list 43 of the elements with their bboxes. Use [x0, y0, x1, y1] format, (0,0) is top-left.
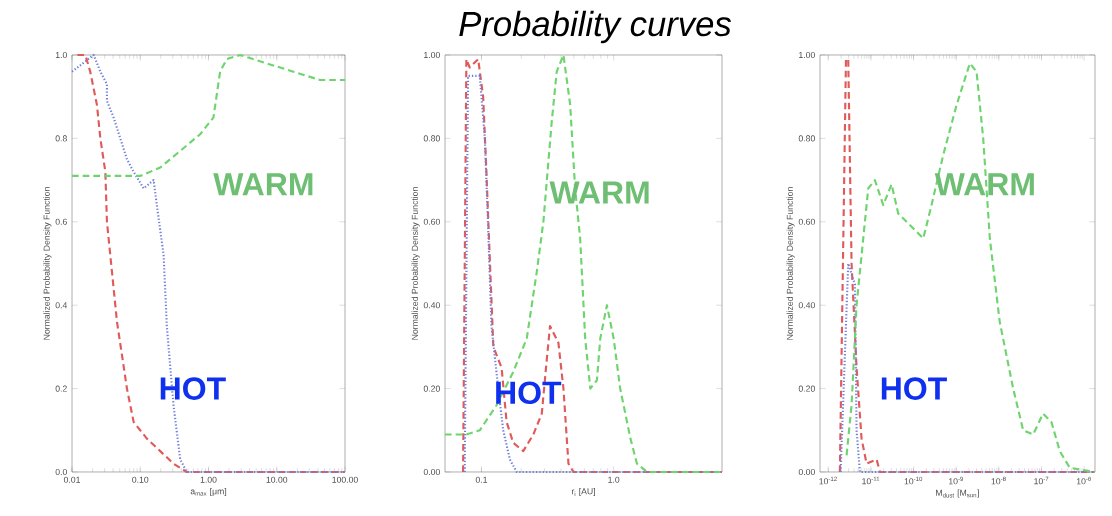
x-tick-label: 10$^{-6}$ — [1076, 476, 1092, 485]
annotation: HOT — [881, 377, 947, 400]
annotation: WARM — [213, 173, 313, 196]
x-tick-label: 100.00 — [332, 476, 358, 483]
x-axis-title: a$_{max}$ [μm] — [190, 487, 227, 497]
x-tick-label: 10.00 — [266, 476, 288, 483]
x-tick-label: 1.0 — [608, 476, 620, 483]
y-tick-label: 0.80 — [423, 135, 440, 142]
y-tick-label: 0.8 — [55, 135, 67, 142]
x-tick-label: 10$^{-12}$ — [819, 476, 837, 485]
y-tick-label: 0.00 — [423, 468, 440, 476]
annotation: WARM — [549, 181, 649, 204]
y-axis-title: Normalized Probability Density Function — [43, 187, 52, 340]
x-tick-label: 10$^{-9}$ — [949, 476, 964, 485]
x-tick-label: 10$^{-10}$ — [904, 476, 923, 485]
y-tick-label: 0.60 — [798, 218, 815, 225]
y-tick-label: 1.00 — [424, 51, 440, 59]
y-axis-title: Normalized Probability Density Function — [411, 187, 420, 340]
y-tick-label: 0.00 — [798, 468, 815, 476]
chart-title: Probability curves — [459, 10, 732, 44]
y-tick-label: 1.00 — [799, 51, 815, 59]
y-tick-label: 0.60 — [423, 218, 440, 225]
y-tick-label: 0.2 — [55, 385, 67, 392]
x-tick-label: 10$^{-7}$ — [1034, 476, 1049, 485]
y-tick-label: 0.6 — [55, 218, 67, 225]
x-tick-label: 0.10 — [132, 476, 149, 483]
y-tick-label: 0.80 — [798, 135, 815, 142]
y-tick-label: 1.0 — [55, 51, 67, 59]
x-tick-label: 1.00 — [200, 476, 217, 483]
y-tick-label: 0.4 — [55, 302, 68, 309]
x-tick-label: 10$^{-8}$ — [991, 476, 1006, 485]
y-tick-label: 0.0 — [55, 468, 67, 476]
x-tick-label: 0.01 — [63, 476, 81, 483]
x-axis-title: M$_{dust}$ [M$_{sun}$] — [936, 489, 980, 498]
y-tick-label: 0.20 — [798, 385, 815, 392]
y-axis-title: Normalized Probability Density Function — [786, 187, 795, 340]
annotation: WARM — [934, 173, 1034, 196]
annotation: HOT — [160, 377, 226, 400]
y-tick-label: 0.40 — [423, 302, 440, 309]
y-tick-label: 0.40 — [798, 302, 815, 309]
x-tick-label: 10$^{-11}$ — [862, 476, 880, 485]
y-tick-label: 0.20 — [423, 385, 440, 392]
x-tick-label: 0.1 — [475, 476, 488, 483]
